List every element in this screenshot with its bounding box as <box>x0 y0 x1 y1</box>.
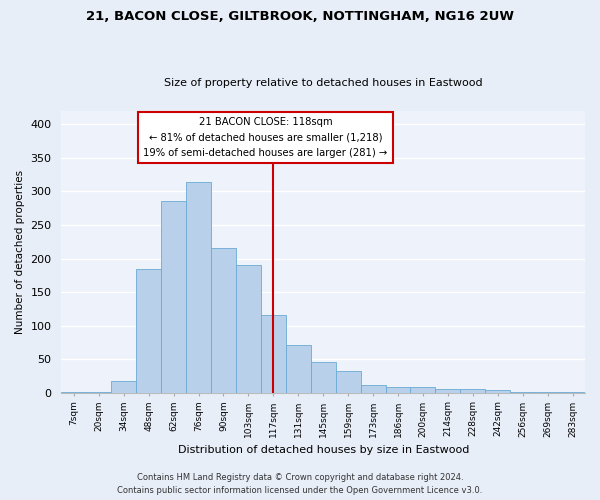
Bar <box>485 390 510 392</box>
Title: Size of property relative to detached houses in Eastwood: Size of property relative to detached ho… <box>164 78 482 88</box>
Bar <box>136 270 161 392</box>
Bar <box>111 382 136 392</box>
Text: 21 BACON CLOSE: 118sqm
← 81% of detached houses are smaller (1,218)
19% of semi-: 21 BACON CLOSE: 118sqm ← 81% of detached… <box>143 116 388 158</box>
Bar <box>410 388 436 392</box>
Text: 21, BACON CLOSE, GILTBROOK, NOTTINGHAM, NG16 2UW: 21, BACON CLOSE, GILTBROOK, NOTTINGHAM, … <box>86 10 514 23</box>
Bar <box>261 315 286 392</box>
Bar <box>436 390 460 392</box>
Bar <box>286 345 311 393</box>
Bar <box>386 388 410 392</box>
X-axis label: Distribution of detached houses by size in Eastwood: Distribution of detached houses by size … <box>178 445 469 455</box>
Bar <box>161 201 186 392</box>
Bar <box>311 362 335 392</box>
Bar <box>236 264 261 392</box>
Bar <box>335 370 361 392</box>
Y-axis label: Number of detached properties: Number of detached properties <box>15 170 25 334</box>
Bar <box>186 182 211 392</box>
Bar <box>361 384 386 392</box>
Bar <box>211 248 236 392</box>
Bar <box>460 390 485 392</box>
Text: Contains HM Land Registry data © Crown copyright and database right 2024.
Contai: Contains HM Land Registry data © Crown c… <box>118 474 482 495</box>
